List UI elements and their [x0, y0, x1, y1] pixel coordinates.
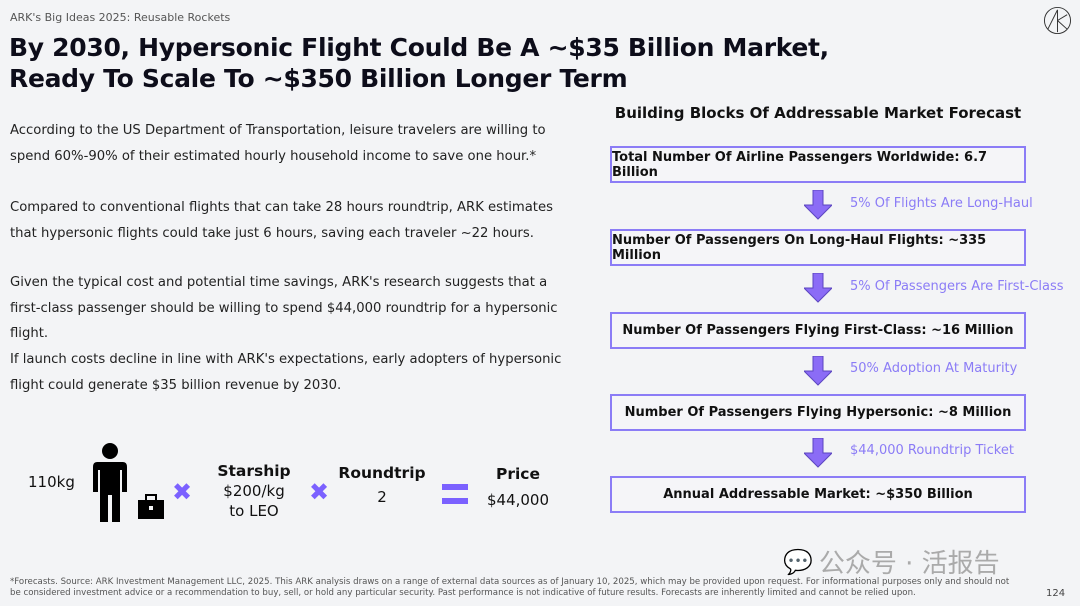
watermark: 💬 公众号 · 活报告: [783, 543, 1000, 580]
watermark-text: 公众号 · 活报告: [818, 549, 1000, 579]
multiply-icon: ✖: [309, 478, 330, 506]
page-title: By 2030, Hypersonic Flight Could Be A ~$…: [9, 32, 829, 94]
forecast-box: Number Of Passengers Flying First-Class:…: [610, 312, 1026, 349]
equals-icon: [442, 484, 468, 504]
page-number: 124: [1046, 588, 1066, 599]
roundtrip-label: Roundtrip: [338, 464, 426, 482]
price-label: Price: [495, 465, 541, 483]
forecast-box: Total Number Of Airline Passengers World…: [610, 146, 1026, 183]
paragraph-1: According to the US Department of Transp…: [10, 123, 546, 164]
forecast-box: Annual Addressable Market: ~$350 Billion: [610, 476, 1026, 513]
starship-cost: Starship $200/kg to LEO: [214, 461, 294, 521]
kicker: ARK's Big Ideas 2025: Reusable Rockets: [10, 11, 231, 24]
paragraph-4: If launch costs decline in line with ARK…: [10, 352, 562, 393]
ark-logo-icon: [1043, 6, 1072, 35]
starship-value: $200/kg to LEO: [223, 482, 285, 520]
arrow-down-icon: [804, 438, 832, 468]
step-label: 5% Of Flights Are Long-Haul: [850, 196, 1033, 211]
briefcase-icon: [138, 494, 164, 519]
price-value: $44,000: [486, 491, 550, 509]
step-label: 50% Adoption At Maturity: [850, 361, 1018, 376]
forecast-title: Building Blocks Of Addressable Market Fo…: [614, 104, 1022, 122]
title-line-2: Ready To Scale To ~$350 Billion Longer T…: [9, 64, 628, 93]
price: Price $44,000: [478, 461, 558, 513]
arrow-down-icon: [804, 190, 832, 220]
arrow-down-icon: [804, 356, 832, 386]
roundtrip-value: 2: [377, 488, 387, 506]
step-label: $44,000 Roundtrip Ticket: [850, 443, 1014, 458]
starship-label: Starship: [217, 462, 291, 480]
roundtrip: Roundtrip 2: [337, 461, 427, 509]
paragraph-3: Given the typical cost and potential tim…: [10, 275, 558, 341]
multiply-icon: ✖: [172, 478, 193, 506]
person-icon: [93, 443, 127, 522]
step-label: 5% Of Passengers Are First-Class: [850, 279, 1064, 294]
forecast-box: Number Of Passengers Flying Hypersonic: …: [610, 394, 1026, 431]
footnote: *Forecasts. Source: ARK Investment Manag…: [10, 577, 1010, 598]
title-line-1: By 2030, Hypersonic Flight Could Be A ~$…: [9, 33, 829, 62]
arrow-down-icon: [804, 273, 832, 303]
wechat-icon: 💬: [783, 547, 813, 576]
weight-label: 110kg: [28, 473, 75, 491]
paragraph-2: Compared to conventional flights that ca…: [10, 200, 553, 241]
forecast-box: Number Of Passengers On Long-Haul Flight…: [610, 229, 1026, 266]
